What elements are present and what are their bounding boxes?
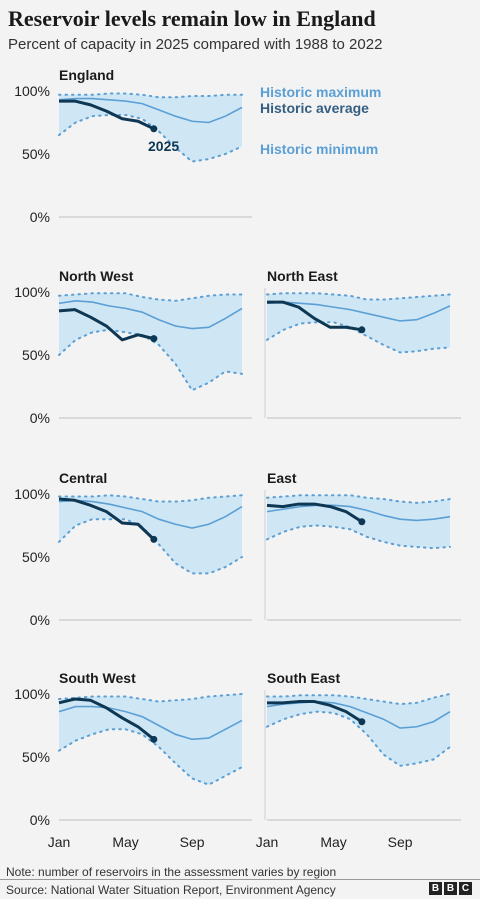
y-tick-label: 100% bbox=[14, 486, 50, 502]
point-2025-latest bbox=[358, 326, 366, 334]
logo-letter: C bbox=[459, 882, 472, 895]
historic-maximum-line bbox=[58, 292, 244, 302]
legend-2025: 2025 bbox=[148, 138, 179, 154]
y-tick-label: 100% bbox=[14, 83, 50, 99]
historic-maximum-line bbox=[266, 693, 452, 706]
historic-maximum-line bbox=[266, 494, 452, 504]
historic-minimum-line bbox=[58, 728, 244, 786]
logo-letter: B bbox=[444, 882, 457, 895]
historic-average-line bbox=[58, 499, 243, 529]
y-tick-label: 50% bbox=[22, 347, 50, 363]
point-2025-latest bbox=[150, 535, 158, 543]
line-2025 bbox=[267, 300, 363, 332]
historic-maximum-line bbox=[58, 494, 244, 503]
panel-title: North West bbox=[59, 268, 134, 284]
historic-average-line bbox=[58, 705, 243, 741]
source-line: Source: National Water Situation Report,… bbox=[6, 883, 336, 897]
historic-average-line bbox=[266, 504, 451, 522]
historic-range-band bbox=[267, 694, 451, 766]
x-tick-label: Jan bbox=[48, 834, 71, 850]
historic-average-line bbox=[58, 300, 243, 330]
chart-title: Reservoir levels remain low in England bbox=[8, 6, 376, 31]
chart-subtitle: Percent of capacity in 2025 compared wit… bbox=[8, 36, 383, 53]
x-tick-label: May bbox=[112, 834, 138, 850]
point-2025-latest bbox=[150, 125, 158, 133]
historic-maximum-line bbox=[266, 292, 452, 301]
point-2025-latest bbox=[358, 718, 366, 726]
legend-historic-average: Historic average bbox=[260, 100, 369, 116]
y-tick-label: 50% bbox=[22, 146, 50, 162]
y-tick-label: 100% bbox=[14, 284, 50, 300]
legend-historic-maximum: Historic maximum bbox=[260, 84, 381, 100]
y-tick-label: 0% bbox=[30, 410, 50, 426]
panel-title: Central bbox=[59, 470, 107, 486]
small-multiples-chart: 100% 50% 0% 100% 50% 0% 100% 50% 0% 100% 50% 0% Engl… bbox=[14, 67, 461, 850]
x-tick-label: May bbox=[320, 834, 346, 850]
legend-historic-minimum: Historic minimum bbox=[260, 141, 378, 157]
line-2025 bbox=[58, 497, 155, 541]
panel-title: North East bbox=[267, 268, 338, 284]
y-tick-label: 50% bbox=[22, 549, 50, 565]
panel-title: South East bbox=[267, 670, 340, 686]
panel-title: South West bbox=[59, 670, 136, 686]
footer-divider bbox=[0, 879, 480, 880]
point-2025-latest bbox=[358, 518, 366, 526]
historic-minimum-line bbox=[266, 524, 452, 550]
line-2025 bbox=[59, 99, 155, 131]
historic-minimum-line bbox=[266, 321, 452, 354]
y-tick-label: 0% bbox=[30, 812, 50, 828]
line-2025 bbox=[58, 697, 155, 741]
bbc-logo: B B C bbox=[429, 882, 472, 895]
point-2025-latest bbox=[150, 735, 158, 743]
line-2025 bbox=[58, 308, 155, 342]
panel-title: England bbox=[59, 67, 114, 83]
y-tick-label: 100% bbox=[14, 686, 50, 702]
line-2025 bbox=[267, 700, 363, 723]
historic-range-band bbox=[59, 293, 243, 391]
historic-minimum-line bbox=[58, 328, 244, 392]
historic-average-line bbox=[58, 97, 243, 124]
historic-maximum-line bbox=[58, 693, 244, 703]
logo-letter: B bbox=[429, 882, 442, 895]
footnote: Note: number of reservoirs in the assess… bbox=[6, 865, 337, 879]
historic-minimum-line bbox=[266, 710, 452, 767]
historic-minimum-line bbox=[58, 113, 244, 163]
historic-average-line bbox=[266, 301, 451, 322]
line-2025 bbox=[266, 502, 363, 523]
y-tick-label: 50% bbox=[22, 749, 50, 765]
historic-range-band bbox=[267, 293, 451, 353]
x-tick-label: Sep bbox=[388, 834, 413, 850]
y-tick-label: 0% bbox=[30, 612, 50, 628]
x-tick-label: Jan bbox=[256, 834, 279, 850]
y-tick-label: 0% bbox=[30, 209, 50, 225]
historic-maximum-line bbox=[58, 92, 244, 99]
x-tick-label: Sep bbox=[180, 834, 205, 850]
panel-title: East bbox=[267, 470, 297, 486]
point-2025-latest bbox=[150, 335, 158, 343]
